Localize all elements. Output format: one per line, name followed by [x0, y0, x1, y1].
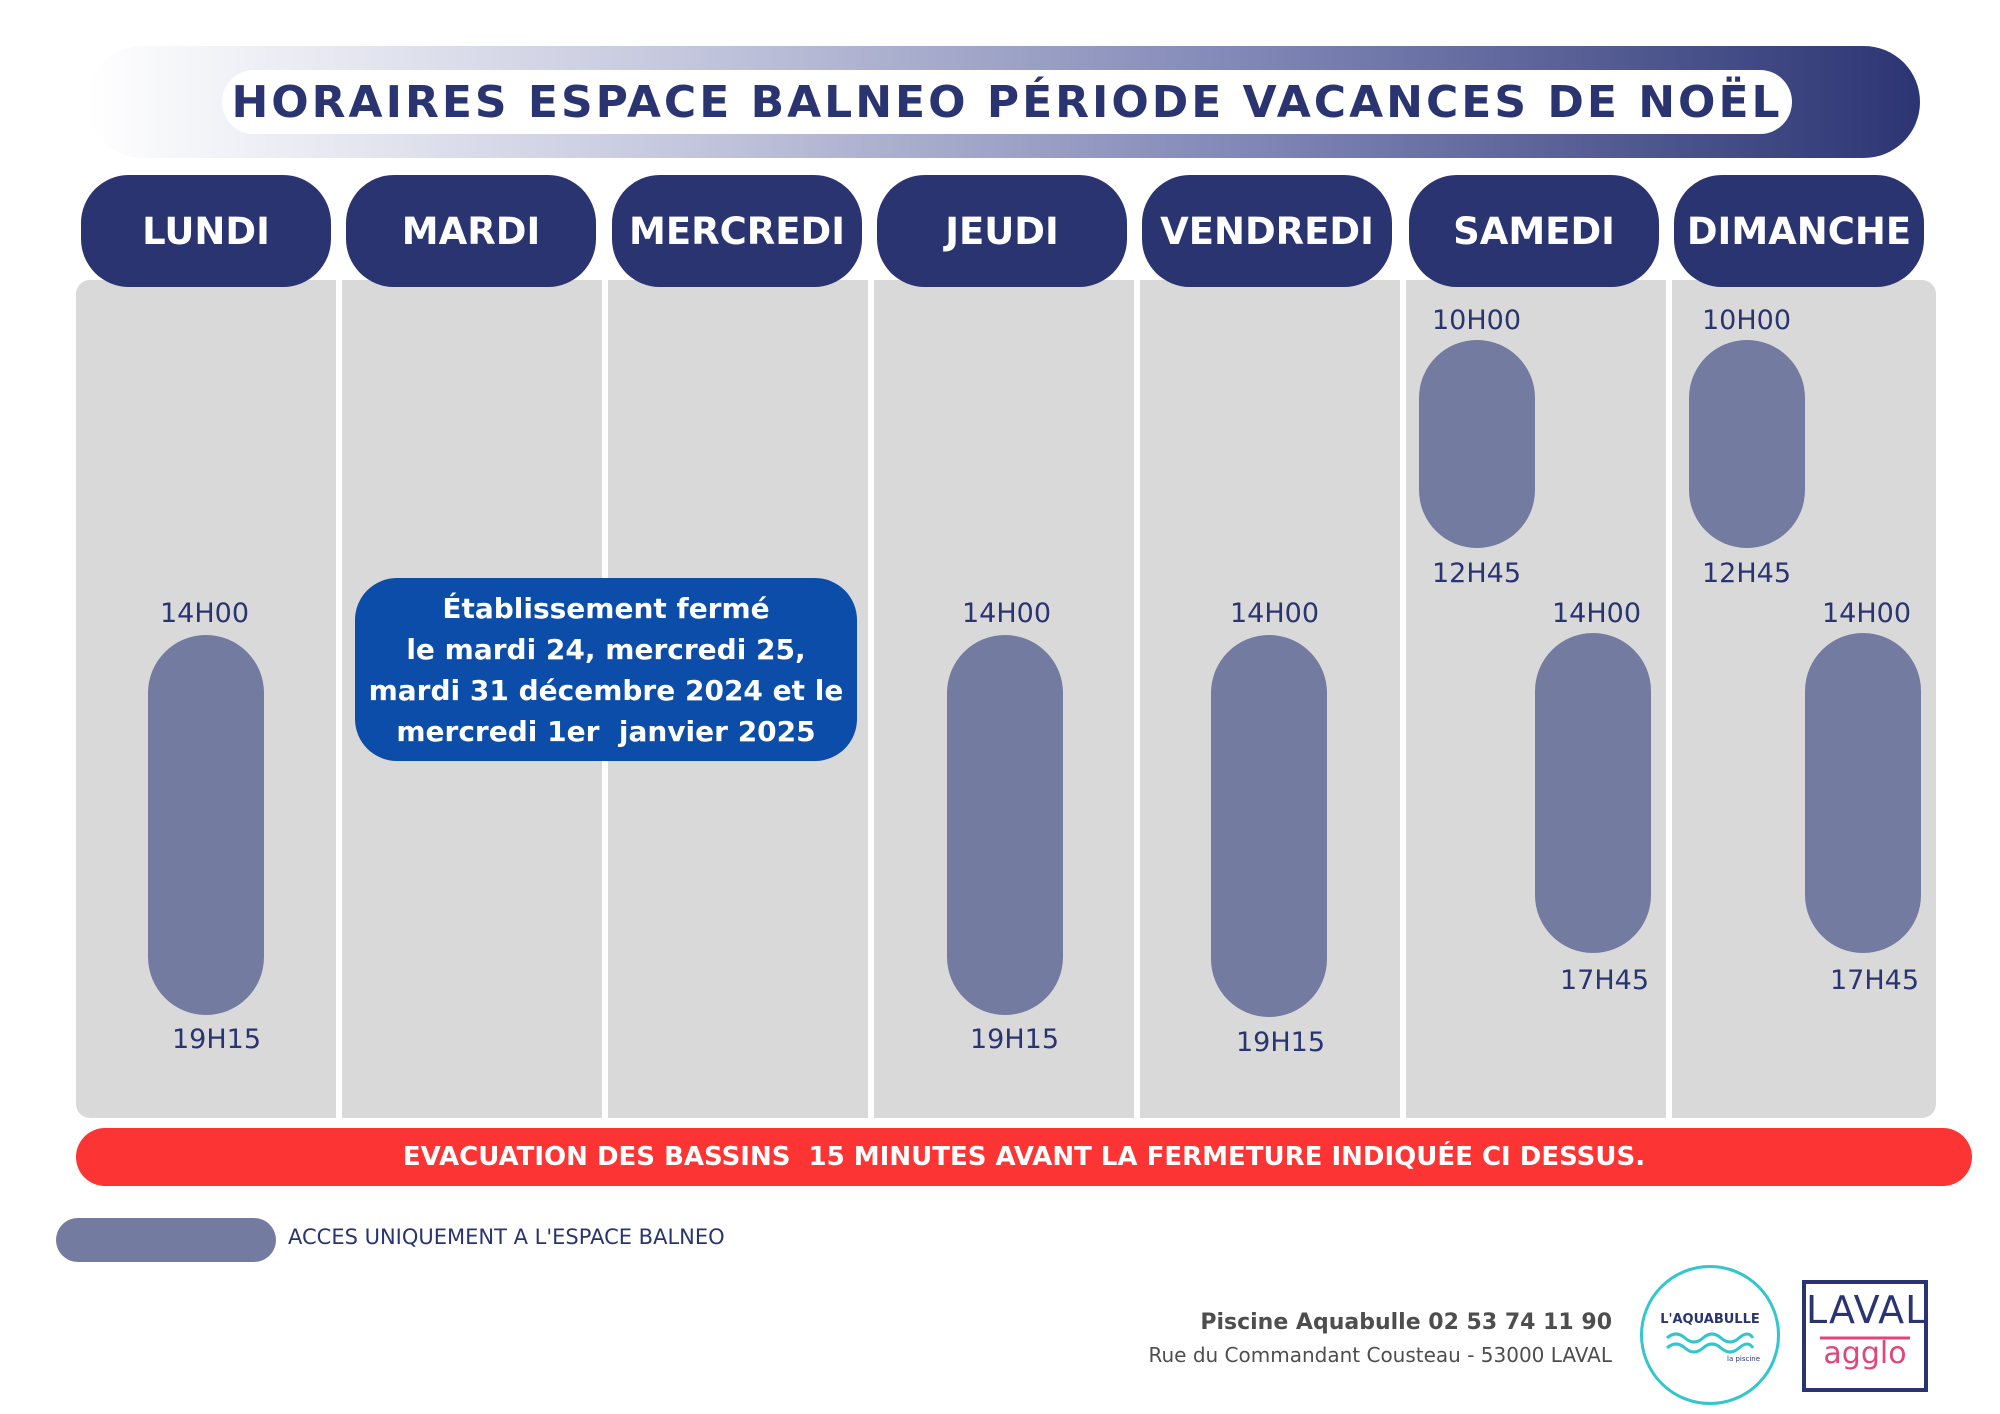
legend-label: ACCES UNIQUEMENT A L'ESPACE BALNEO: [288, 1225, 725, 1249]
day-header-mardi: MARDI: [346, 175, 596, 287]
footer-contact-name: Piscine Aquabulle 02 53 74 11 90: [1200, 1310, 1612, 1335]
samedi-morning-close-time: 12H45: [1432, 558, 1522, 589]
samedi-afternoon-slot: [1535, 633, 1651, 953]
dimanche-morning-slot: [1689, 340, 1805, 548]
dimanche-afternoon-open-time: 14H00: [1822, 598, 1912, 629]
jeudi-close-time: 19H15: [970, 1024, 1060, 1055]
jeudi-time-slot: [947, 635, 1063, 1015]
vendredi-time-slot: [1211, 635, 1327, 1017]
samedi-morning-open-time: 10H00: [1432, 305, 1522, 336]
closed-notice: Établissement fermé le mardi 24, mercred…: [355, 578, 857, 761]
closed-notice-line-2: le mardi 24, mercredi 25,: [406, 632, 806, 666]
day-header-samedi: SAMEDI: [1409, 175, 1659, 287]
lundi-time-slot: [148, 635, 264, 1015]
day-header-mercredi: MERCREDI: [612, 175, 862, 287]
dimanche-afternoon-close-time: 17H45: [1830, 965, 1920, 996]
dimanche-morning-open-time: 10H00: [1702, 305, 1792, 336]
lundi-open-time: 14H00: [160, 598, 250, 629]
samedi-afternoon-open-time: 14H00: [1552, 598, 1642, 629]
evacuation-text: EVACUATION DES BASSINS 15 MINUTES AVANT …: [402, 1142, 1646, 1172]
wave-icon: [1666, 1332, 1755, 1354]
day-header-jeudi: JEUDI: [877, 175, 1127, 287]
day-header-lundi: LUNDI: [81, 175, 331, 287]
aquabulle-logo-subtitle: la piscine: [1727, 1355, 1761, 1363]
closed-notice-line-3: mardi 31 décembre 2024 et le: [368, 673, 844, 707]
aquabulle-logo: L'AQUABULLE la piscine: [1640, 1265, 1780, 1405]
samedi-morning-slot: [1419, 340, 1535, 548]
footer-address: Rue du Commandant Cousteau - 53000 LAVAL: [1148, 1343, 1612, 1367]
samedi-afternoon-close-time: 17H45: [1560, 965, 1650, 996]
lundi-close-time: 19H15: [172, 1024, 262, 1055]
vendredi-open-time: 14H00: [1230, 598, 1320, 629]
legend-swatch: [56, 1218, 276, 1262]
laval-logo-bottom: agglo: [1823, 1336, 1907, 1371]
laval-logo-divider: [1820, 1336, 1910, 1340]
aquabulle-logo-title: L'AQUABULLE: [1660, 1312, 1760, 1327]
day-header-vendredi: VENDREDI: [1142, 175, 1392, 287]
day-header-dimanche: DIMANCHE: [1674, 175, 1924, 287]
title-pill: HORAIRES ESPACE BALNEO PÉRIODE VACANCES …: [222, 70, 1792, 134]
dimanche-afternoon-slot: [1805, 633, 1921, 953]
closed-notice-line-1: Établissement fermé: [442, 591, 770, 625]
evacuation-banner: EVACUATION DES BASSINS 15 MINUTES AVANT …: [76, 1128, 1972, 1186]
vendredi-close-time: 19H15: [1236, 1027, 1326, 1058]
jeudi-open-time: 14H00: [962, 598, 1052, 629]
closed-notice-line-4: mercredi 1er janvier 2025: [396, 714, 816, 748]
page-title: HORAIRES ESPACE BALNEO PÉRIODE VACANCES …: [231, 76, 1783, 128]
laval-agglo-logo: LAVAL agglo: [1802, 1280, 1928, 1392]
dimanche-morning-close-time: 12H45: [1702, 558, 1792, 589]
laval-logo-top: LAVAL: [1806, 1288, 1928, 1332]
